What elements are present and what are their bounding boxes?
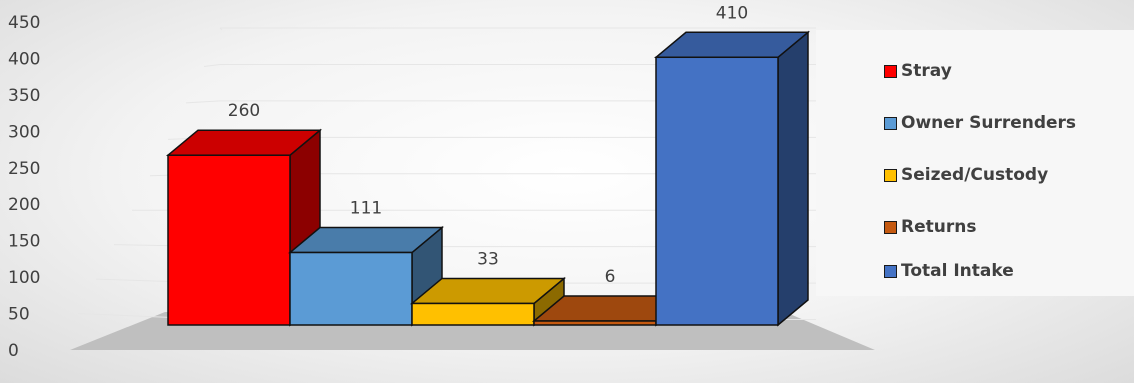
legend-item-seized-custody: Seized/Custody: [884, 164, 1048, 186]
legend-label: Returns: [901, 217, 977, 237]
data-labels: 260 111 33 6 410: [228, 3, 748, 287]
legend-label: Total Intake: [901, 261, 1014, 281]
y-tick-label: 250: [8, 159, 40, 179]
legend: Stray Owner Surrenders Seized/Custody Re…: [816, 30, 1134, 296]
legend-swatch-owner-surrenders: [884, 116, 897, 130]
bar-front-returns: [533, 320, 657, 326]
legend-swatch-stray: [884, 64, 897, 78]
y-tick-label: 200: [8, 195, 40, 215]
gridline-diagonal: [203, 63, 221, 67]
data-label-total-intake: 410: [716, 3, 748, 23]
data-label-stray: 260: [228, 101, 260, 121]
y-tick-label: 100: [8, 268, 40, 288]
bar-front-seized-custody: [411, 302, 535, 326]
legend-item-stray: Stray: [884, 60, 952, 82]
y-tick-label: 0: [8, 341, 19, 361]
data-label-seized-custody: 33: [477, 249, 499, 269]
legend-swatch-total-intake: [884, 264, 897, 278]
legend-item-total-intake: Total Intake: [884, 260, 1014, 282]
y-tick-label: 450: [8, 13, 40, 33]
bar-front-owner-surrenders: [289, 251, 413, 326]
legend-label: Owner Surrenders: [901, 113, 1077, 133]
y-tick-label: 300: [8, 122, 40, 142]
legend-label: Stray: [901, 61, 952, 81]
gridline-diagonal: [185, 100, 221, 104]
bar-front-stray: [167, 154, 291, 326]
legend-swatch-seized-custody: [884, 168, 897, 182]
legend-label: Seized/Custody: [901, 165, 1049, 185]
bar-total-intake: [653, 30, 811, 327]
legend-swatch-returns: [884, 220, 897, 234]
bar-side-total-intake: [777, 30, 809, 327]
y-axis-ticks: 0 50 100 150 200 250 300 350 400 450: [8, 13, 40, 361]
bar-front-total-intake: [655, 56, 779, 326]
data-label-owner-surrenders: 111: [350, 199, 382, 219]
bars: [165, 30, 811, 327]
legend-item-returns: Returns: [884, 216, 976, 238]
y-tick-label: 50: [8, 305, 30, 325]
y-tick-label: 400: [8, 49, 40, 69]
bar-seized-custody: [409, 276, 567, 327]
y-tick-label: 350: [8, 86, 40, 106]
data-label-returns: 6: [605, 267, 616, 287]
y-tick-label: 150: [8, 232, 40, 252]
legend-item-owner-surrenders: Owner Surrenders: [884, 112, 1076, 134]
